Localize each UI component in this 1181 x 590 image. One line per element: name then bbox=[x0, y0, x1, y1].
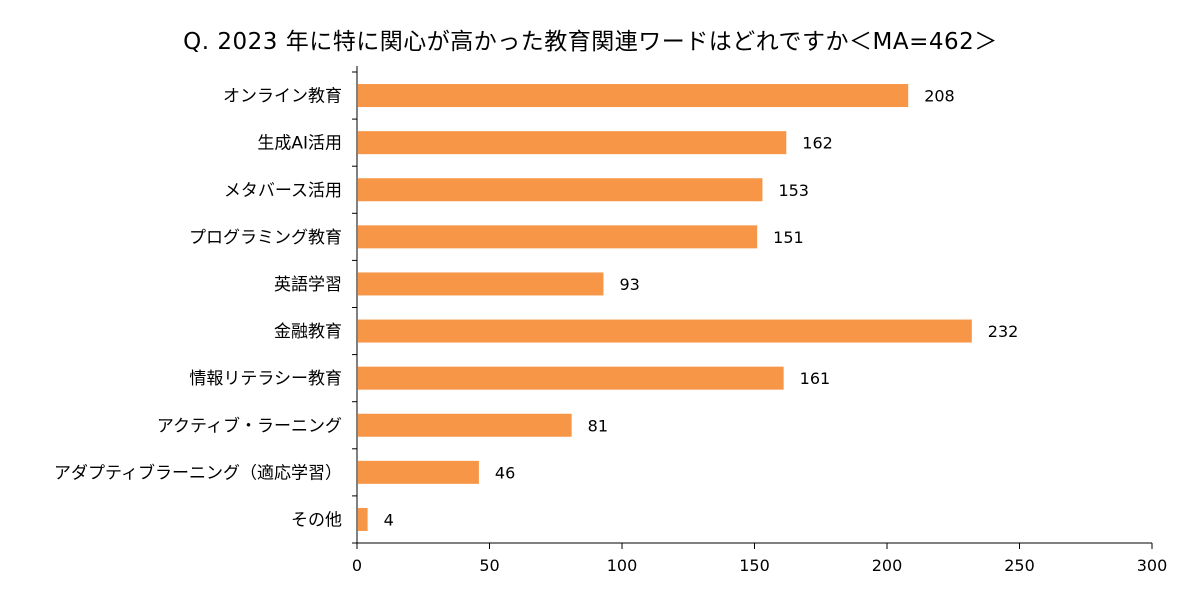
x-tick-label: 50 bbox=[479, 556, 499, 575]
value-label: 162 bbox=[802, 134, 833, 153]
value-label: 232 bbox=[988, 322, 1019, 341]
category-label: プログラミング教育 bbox=[189, 228, 342, 248]
labels-layer: オンライン教育 208 生成AI活用 162 メタバース活用 153 プログラミング教育 15… bbox=[54, 87, 1018, 531]
category-label: 英語学習 bbox=[274, 275, 342, 295]
value-label: 81 bbox=[588, 416, 608, 435]
chart-title: Q. 2023 年に特に関心が高かった教育関連ワードはどれですか＜MA=462＞ bbox=[183, 29, 998, 55]
value-label: 151 bbox=[773, 228, 804, 247]
bar-1 bbox=[358, 131, 787, 155]
bar-7 bbox=[358, 413, 572, 437]
value-label: 93 bbox=[619, 275, 639, 294]
category-label: メタバース活用 bbox=[224, 181, 342, 201]
x-axis: 0 50 100 150 200 250 300 bbox=[352, 66, 1167, 575]
bar-6 bbox=[358, 366, 784, 390]
x-tick-label: 0 bbox=[352, 556, 362, 575]
category-label: 情報リテラシー教育 bbox=[189, 369, 342, 389]
bars-layer bbox=[358, 84, 972, 531]
value-label: 4 bbox=[384, 510, 394, 529]
x-tick-label: 200 bbox=[872, 556, 903, 575]
value-label: 161 bbox=[800, 369, 831, 388]
bar-0 bbox=[358, 84, 909, 108]
x-tick-label: 100 bbox=[607, 556, 638, 575]
value-label: 46 bbox=[495, 463, 515, 482]
category-label: オンライン教育 bbox=[223, 87, 342, 107]
value-label: 208 bbox=[924, 87, 955, 106]
category-label: アダプティブラーニング（適応学習） bbox=[54, 462, 342, 483]
category-label: アクティブ・ラーニング bbox=[157, 415, 342, 436]
category-label: その他 bbox=[291, 510, 342, 530]
bar-2 bbox=[358, 178, 763, 202]
category-label: 生成AI活用 bbox=[257, 134, 342, 154]
x-tick-label: 300 bbox=[1137, 556, 1168, 575]
bar-8 bbox=[358, 460, 479, 484]
bar-3 bbox=[358, 225, 758, 249]
x-tick-label: 250 bbox=[1004, 556, 1035, 575]
value-label: 153 bbox=[778, 181, 809, 200]
bar-4 bbox=[358, 272, 604, 296]
bar-9 bbox=[358, 507, 368, 531]
bar-5 bbox=[358, 319, 972, 343]
category-label: 金融教育 bbox=[274, 322, 342, 342]
x-tick-label: 150 bbox=[739, 556, 770, 575]
